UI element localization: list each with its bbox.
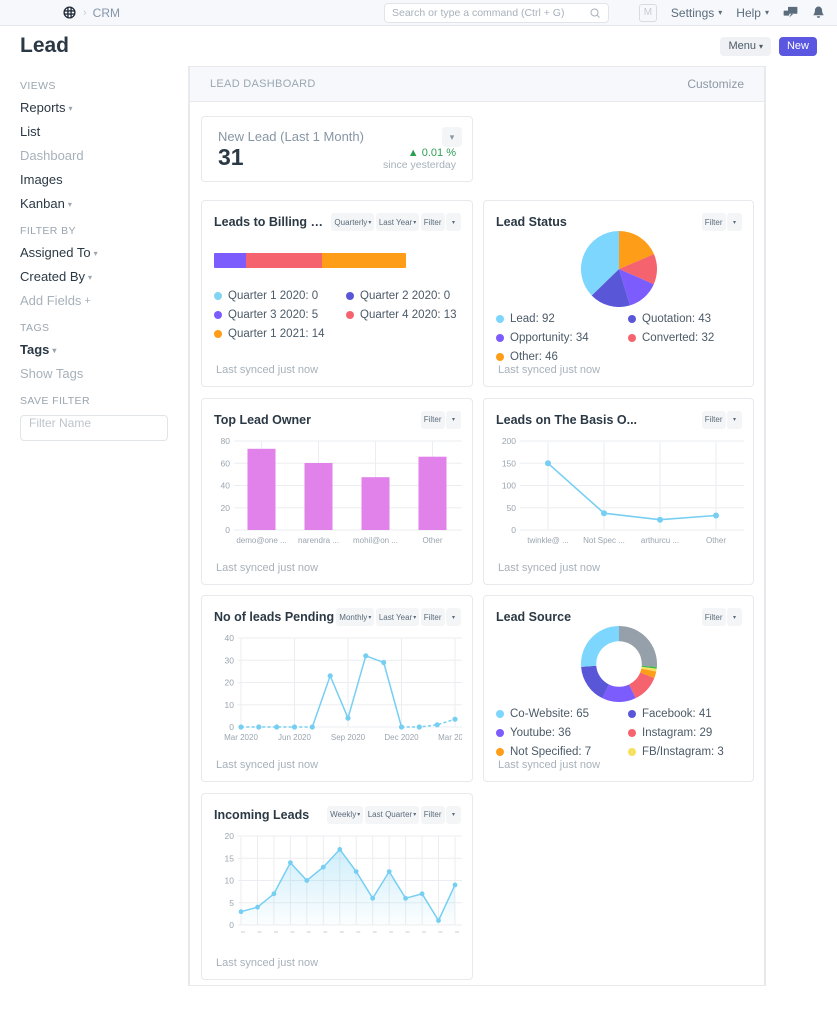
svg-text:20: 20	[221, 502, 231, 512]
svg-text:0: 0	[229, 722, 234, 732]
svg-text:150: 150	[502, 458, 516, 468]
svg-text:Jun 2020: Jun 2020	[278, 733, 311, 742]
svg-text:Other: Other	[706, 536, 726, 545]
svg-text:20: 20	[225, 831, 235, 841]
svg-text:mohil@on ...: mohil@on ...	[353, 536, 398, 545]
svg-text:200: 200	[502, 436, 516, 446]
svg-text:10: 10	[225, 875, 235, 885]
svg-text:narendra ...: narendra ...	[298, 536, 339, 545]
svg-text:60: 60	[221, 458, 231, 468]
svg-text:Not Spec ...: Not Spec ...	[583, 536, 625, 545]
svg-text:0: 0	[229, 920, 234, 930]
svg-text:50: 50	[507, 502, 517, 512]
svg-text:Dec 2020: Dec 2020	[384, 733, 419, 742]
svg-text:Mar 2021: Mar 2021	[438, 733, 462, 742]
svg-text:80: 80	[221, 436, 231, 446]
svg-text:10: 10	[225, 700, 235, 710]
svg-text:40: 40	[225, 633, 235, 643]
svg-text:arthurcu ...: arthurcu ...	[641, 536, 679, 545]
svg-text:20: 20	[225, 678, 235, 688]
svg-text:demo@one ...: demo@one ...	[236, 536, 286, 545]
svg-text:15: 15	[225, 853, 235, 863]
svg-text:30: 30	[225, 655, 235, 665]
svg-text:0: 0	[511, 525, 516, 535]
svg-text:Mar 2020: Mar 2020	[224, 733, 258, 742]
svg-text:100: 100	[502, 480, 516, 490]
svg-text:0: 0	[225, 525, 230, 535]
svg-text:Other: Other	[422, 536, 442, 545]
svg-text:twinkle@ ...: twinkle@ ...	[527, 536, 568, 545]
svg-text:40: 40	[221, 480, 231, 490]
svg-text:5: 5	[229, 897, 234, 907]
svg-text:Sep 2020: Sep 2020	[331, 733, 366, 742]
